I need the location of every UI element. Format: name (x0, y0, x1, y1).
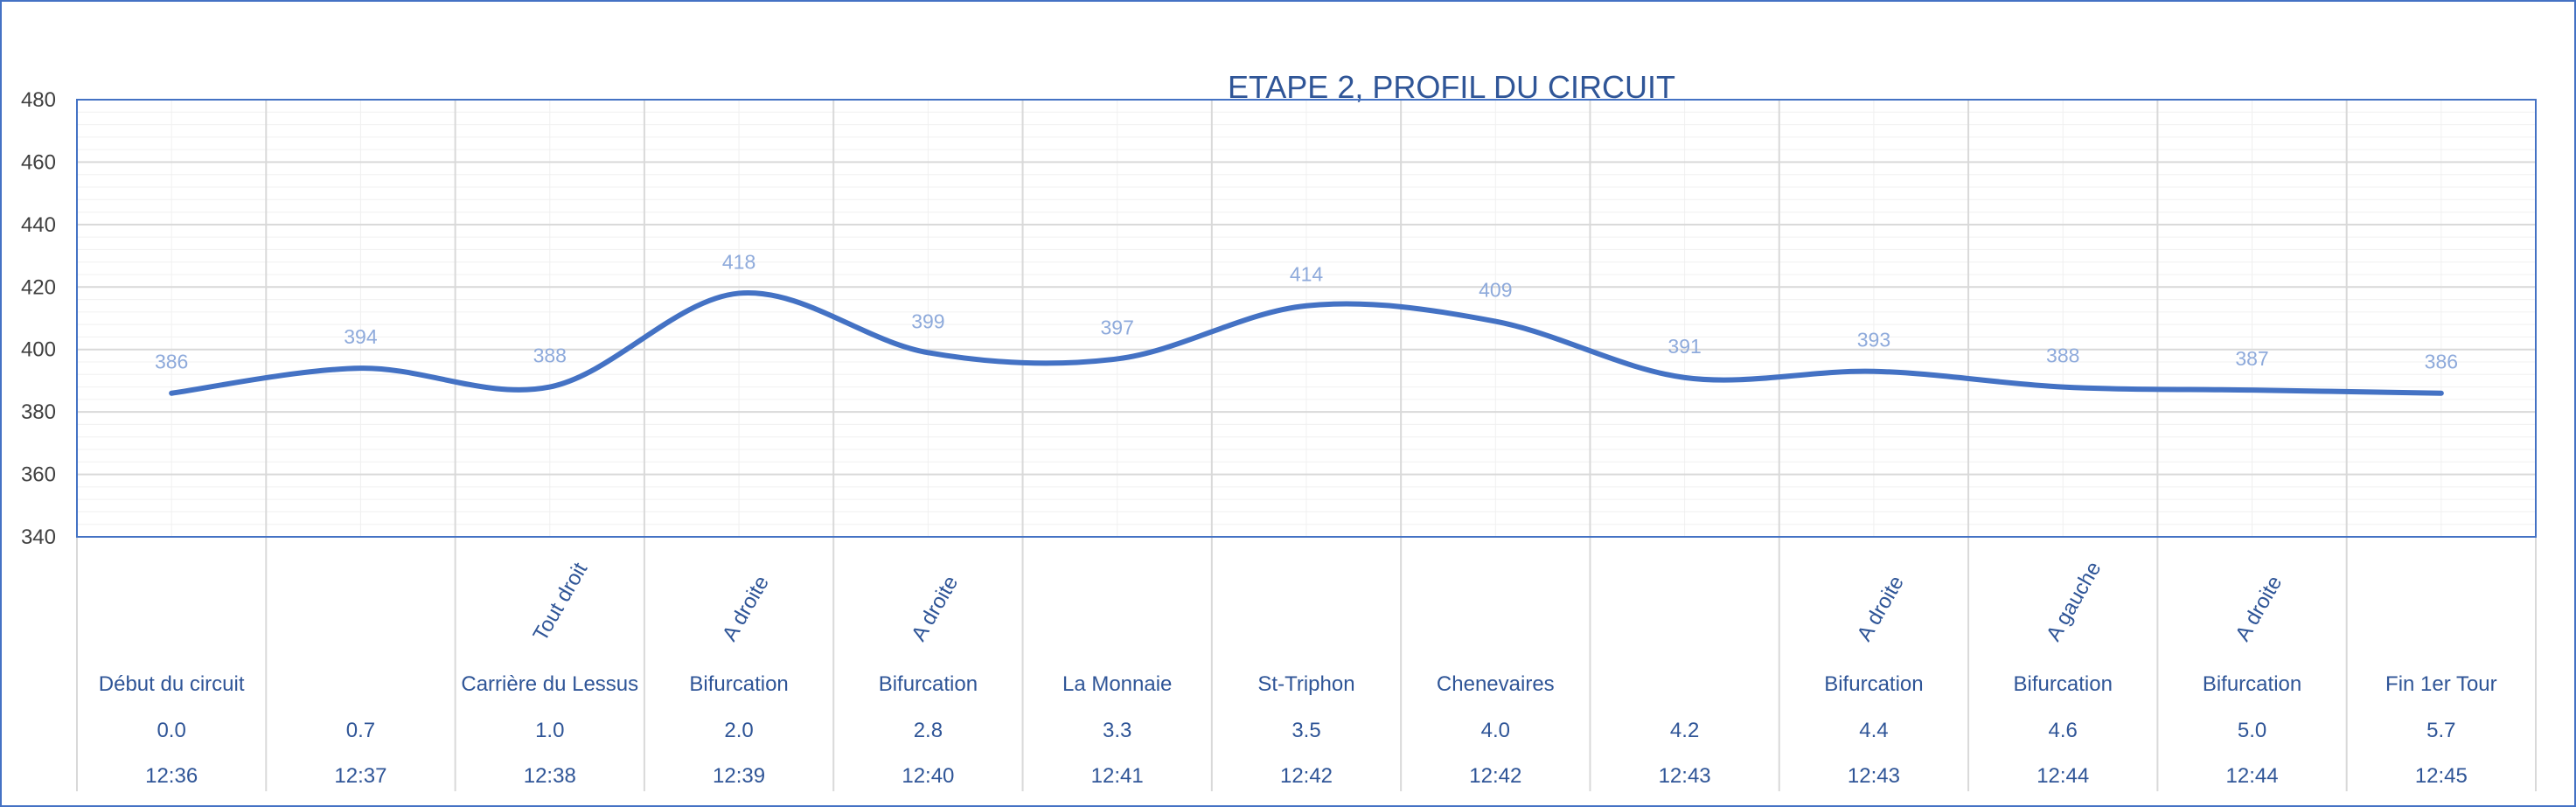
minor-gridlines (77, 100, 2536, 537)
time-label: 12:41 (1091, 764, 1144, 788)
place-label: Bifurcation (1824, 672, 1923, 696)
data-label: 397 (1101, 316, 1134, 338)
y-tick-label: 440 (21, 213, 56, 237)
km-label: 4.6 (2049, 719, 2078, 742)
time-label: 12:44 (2036, 764, 2089, 788)
km-label: 1.0 (535, 719, 564, 742)
y-tick-label: 420 (21, 275, 56, 299)
data-label: 387 (2235, 347, 2268, 370)
km-label: 3.5 (1291, 719, 1320, 742)
data-label: 414 (1290, 263, 1324, 286)
category-separators (76, 100, 2537, 791)
data-label: 386 (2425, 351, 2458, 373)
data-label: 391 (1667, 335, 1701, 358)
km-label: 0.0 (157, 719, 185, 742)
km-label: 3.3 (1103, 719, 1131, 742)
place-label: La Monnaie (1062, 672, 1172, 696)
data-label: 388 (533, 344, 567, 367)
y-tick-label: 400 (21, 338, 56, 362)
km-label: 2.0 (724, 719, 753, 742)
km-label: 4.4 (1859, 719, 1888, 742)
place-label: Carrière du Lessus (461, 672, 638, 696)
time-label: 12:38 (524, 764, 576, 788)
km-label: 2.8 (914, 719, 943, 742)
y-tick-label: 340 (21, 525, 56, 549)
y-tick-label: 380 (21, 400, 56, 424)
data-label: 399 (911, 310, 944, 332)
data-label: 418 (722, 250, 755, 273)
data-label: 388 (2046, 344, 2079, 367)
place-label: Début du circuit (99, 672, 245, 696)
data-label: 409 (1479, 279, 1512, 302)
time-label: 12:36 (145, 764, 198, 788)
place-label: Fin 1er Tour (2385, 672, 2497, 696)
place-label: Bifurcation (2203, 672, 2301, 696)
y-axis-tick-labels: 340 360 380 400 420 440 460 480 (21, 88, 56, 549)
data-labels: 386 394 388 418 399 397 414 409 391 393 388 387 386 (155, 250, 2458, 393)
km-label: 4.2 (1670, 719, 1699, 742)
time-label: 12:43 (1848, 764, 1900, 788)
place-label: Bifurcation (2014, 672, 2113, 696)
place-label: Bifurcation (689, 672, 788, 696)
plot-area-border (76, 99, 2537, 538)
y-tick-label: 460 (21, 150, 56, 174)
time-label: 12:42 (1280, 764, 1333, 788)
time-label: 12:40 (902, 764, 954, 788)
data-label: 386 (155, 351, 188, 373)
y-tick-label: 480 (21, 88, 56, 112)
time-label: 12:42 (1469, 764, 1521, 788)
place-label: Bifurcation (879, 672, 978, 696)
time-label: 12:44 (2226, 764, 2279, 788)
km-label: 4.0 (1481, 719, 1510, 742)
time-label: 12:39 (713, 764, 765, 788)
y-tick-label: 360 (21, 463, 56, 487)
km-label: 0.7 (346, 719, 375, 742)
time-label: 12:45 (2415, 764, 2468, 788)
km-label: 5.7 (2426, 719, 2455, 742)
time-label: 12:43 (1659, 764, 1711, 788)
data-label: 394 (344, 325, 378, 348)
data-label: 393 (1857, 329, 1890, 351)
km-label: 5.0 (2238, 719, 2266, 742)
place-label: St-Triphon (1257, 672, 1354, 696)
place-label: Chenevaires (1437, 672, 1555, 696)
time-label: 12:37 (334, 764, 386, 788)
